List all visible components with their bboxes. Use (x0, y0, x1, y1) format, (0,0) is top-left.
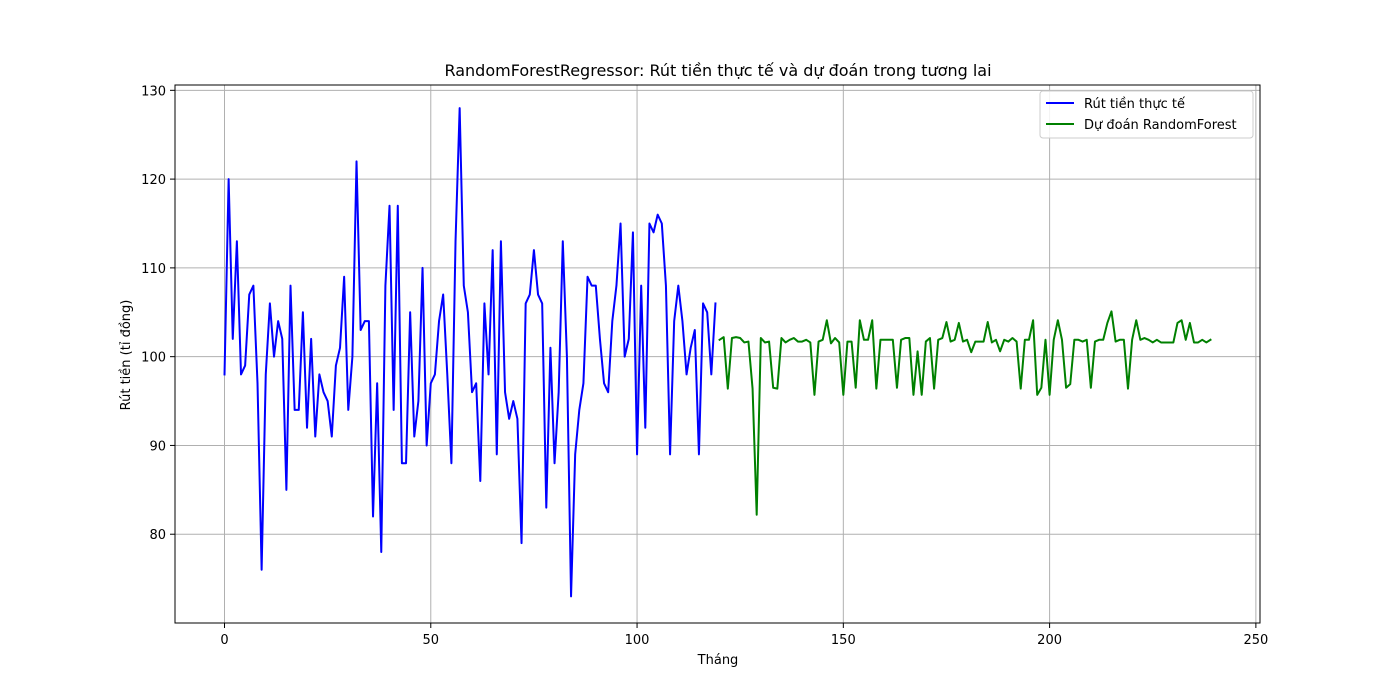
y-axis-ticks: 80 90 100 110 120 130 (141, 84, 175, 543)
series-layer (223, 107, 1212, 598)
series-line-forecast (718, 310, 1212, 516)
y-tick-label: 80 (149, 528, 166, 543)
x-tick-label: 250 (1243, 633, 1268, 648)
x-tick-label: 100 (625, 633, 650, 648)
legend-label-actual: Rút tiền thực tế (1084, 97, 1185, 112)
legend: Rút tiền thực tế Dự đoán RandomForest (1039, 90, 1254, 139)
x-axis-ticks: 0 50 100 150 200 250 (220, 623, 1268, 648)
x-tick-label: 200 (1037, 633, 1062, 648)
plot-frame (174, 84, 1261, 624)
legend-label-forecast: Dự đoán RandomForest (1084, 118, 1237, 133)
y-tick-label: 110 (141, 262, 166, 277)
y-tick-label: 90 (149, 439, 166, 454)
x-axis-label: Tháng (697, 653, 739, 668)
chart-title: RandomForestRegressor: Rút tiền thực tế … (444, 61, 991, 80)
y-axis-label: Rút tiền (tỉ đồng) (119, 300, 134, 411)
x-tick-label: 150 (831, 633, 856, 648)
y-tick-label: 130 (141, 84, 166, 99)
series-line-actual (223, 107, 717, 598)
x-tick-label: 0 (220, 633, 228, 648)
x-tick-label: 50 (423, 633, 440, 648)
legend-box (1039, 90, 1254, 139)
y-tick-label: 120 (141, 173, 166, 188)
grid (175, 85, 1260, 623)
y-tick-label: 100 (141, 351, 166, 366)
